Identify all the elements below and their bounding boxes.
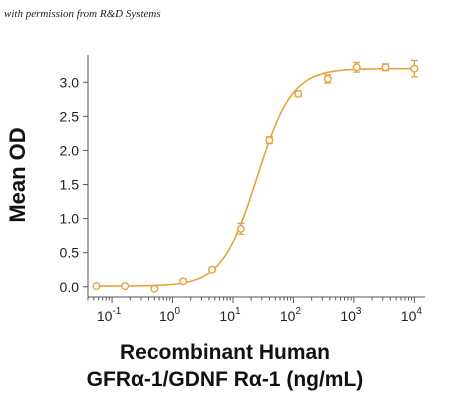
point-marker bbox=[381, 63, 390, 72]
x-tick-label: 100 bbox=[159, 306, 181, 324]
data-points bbox=[92, 59, 419, 293]
y-tick-label: 1.5 bbox=[60, 177, 80, 193]
point-marker bbox=[121, 282, 130, 291]
x-axis-label-line2: GFRα-1/GDNF Rα-1 (ng/mL) bbox=[86, 368, 364, 391]
x-ticks: 10-1 100 101 102 103 104 bbox=[87, 297, 423, 324]
data-point bbox=[179, 277, 188, 286]
data-point bbox=[236, 222, 245, 235]
axes bbox=[87, 55, 425, 298]
x-tick-label: 104 bbox=[401, 306, 423, 324]
data-point bbox=[265, 136, 274, 145]
point-marker bbox=[92, 282, 101, 291]
data-point bbox=[410, 59, 419, 78]
y-tick-label: 0.5 bbox=[60, 245, 80, 261]
point-marker bbox=[236, 224, 245, 233]
point-marker bbox=[150, 284, 159, 293]
data-point bbox=[294, 89, 303, 98]
y-tick-label: 2.5 bbox=[60, 108, 80, 124]
data-point bbox=[150, 284, 159, 293]
y-axis-label: Mean OD bbox=[5, 127, 30, 223]
y-tick-label: 0.0 bbox=[60, 279, 80, 295]
data-point bbox=[381, 63, 390, 72]
y-ticks: 0.0 0.5 1.0 1.5 2.0 2.5 3.0 bbox=[60, 74, 88, 295]
fit-curve bbox=[96, 67, 415, 287]
data-point bbox=[352, 61, 361, 73]
y-tick-label: 3.0 bbox=[60, 74, 80, 90]
x-tick-label: 102 bbox=[280, 306, 302, 324]
x-tick-label: 101 bbox=[219, 306, 241, 324]
point-marker bbox=[265, 136, 274, 145]
data-point bbox=[323, 74, 332, 84]
x-tick-label: 10-1 bbox=[97, 306, 122, 324]
dose-response-chart: 0.00.51.01.52.02.53.0 10-1 100 101 102 103 10… bbox=[60, 55, 425, 324]
permission-note: with permission from R&D Systems bbox=[4, 8, 161, 20]
point-marker bbox=[179, 277, 188, 286]
y-tick-label: 1.0 bbox=[60, 211, 80, 227]
data-point bbox=[121, 282, 130, 291]
point-marker bbox=[323, 74, 332, 83]
point-marker bbox=[352, 63, 361, 72]
x-axis-label-line1: Recombinant Human bbox=[119, 341, 331, 364]
point-marker bbox=[410, 64, 419, 73]
data-point bbox=[92, 282, 101, 291]
point-marker bbox=[208, 265, 217, 274]
point-marker bbox=[294, 89, 303, 98]
y-tick-label: 2.0 bbox=[60, 142, 80, 158]
data-point bbox=[208, 265, 217, 274]
x-tick-label: 103 bbox=[340, 306, 362, 324]
